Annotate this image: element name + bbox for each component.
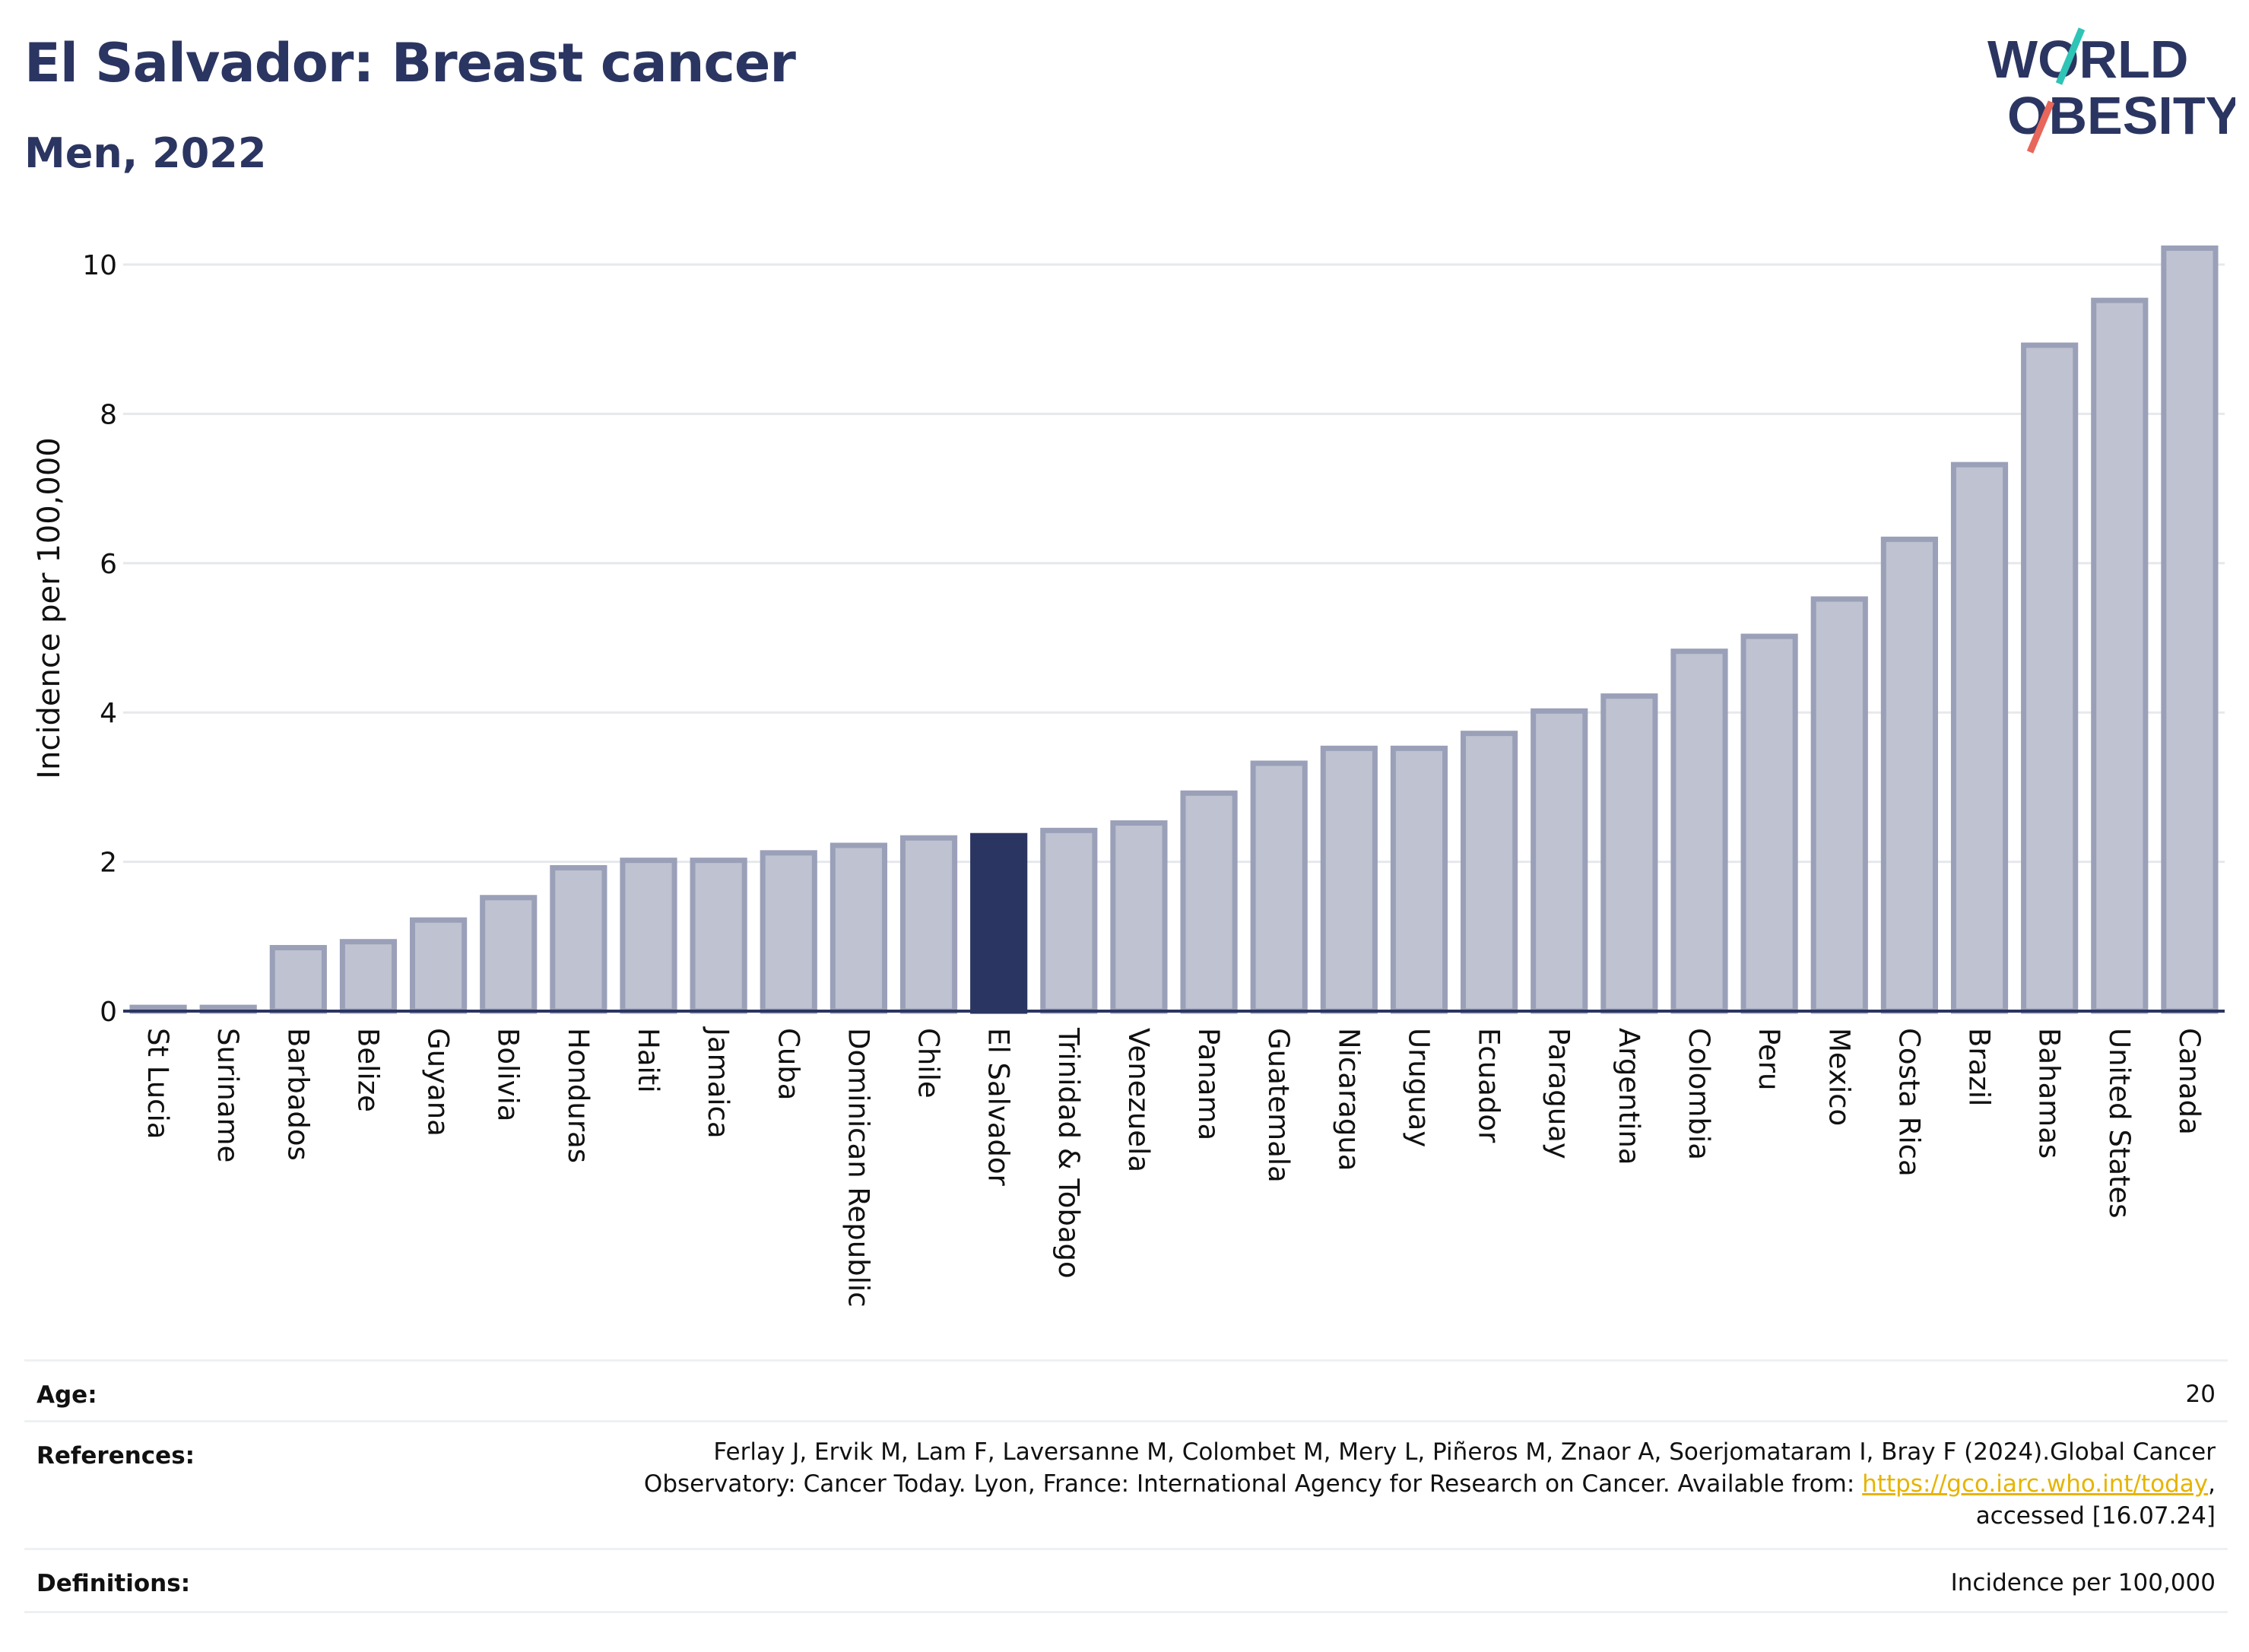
bars <box>129 245 2219 1014</box>
bar-mexico <box>1810 596 1868 1014</box>
x-tick-label: Bolivia <box>492 1028 525 1121</box>
bar-guatemala <box>1250 760 1308 1014</box>
x-tick-label: Barbados <box>281 1028 314 1161</box>
bar-brazil <box>1950 461 2009 1014</box>
x-tick-label: Mexico <box>1822 1028 1855 1126</box>
references-text: Ferlay J, Ervik M, Lam F, Laversanne M, … <box>644 1436 2216 1532</box>
x-tick-label: Brazil <box>1963 1028 1996 1106</box>
bar-el-salvador <box>970 832 1028 1014</box>
y-tick-label: 2 <box>100 848 117 879</box>
gridlines <box>123 263 2225 864</box>
bar-guyana <box>410 917 468 1014</box>
bar-honduras <box>550 864 607 1014</box>
references-line3: accessed [16.07.24] <box>1975 1502 2216 1530</box>
logo-line1: WORLD <box>1987 30 2188 89</box>
y-tick-label: 4 <box>100 698 117 729</box>
y-tick-label: 6 <box>100 549 117 580</box>
bar-chile <box>899 835 958 1014</box>
bar-belize <box>339 939 398 1014</box>
x-tick-label: Guyana <box>422 1028 455 1137</box>
x-tick-label: St Lucia <box>141 1028 174 1139</box>
bar-canada <box>2161 245 2219 1014</box>
age-row: Age: 20 <box>24 1359 2228 1422</box>
definitions-row: Definitions: Incidence per 100,000 <box>24 1548 2228 1613</box>
x-tick-label: Panama <box>1192 1028 1225 1140</box>
y-tick-labels: 0 2 4 6 8 10 <box>82 250 117 1028</box>
x-tick-label: El Salvador <box>982 1028 1015 1187</box>
bar-haiti <box>620 858 677 1014</box>
world-obesity-logo: WORLD OBESITY <box>1987 27 2235 154</box>
x-tick-label: Cuba <box>772 1028 804 1100</box>
definitions-value: Incidence per 100,000 <box>1950 1569 2216 1597</box>
references-line2: Observatory: Cancer Today. Lyon, France:… <box>644 1468 2216 1500</box>
y-tick-label: 8 <box>100 399 117 430</box>
x-tick-label: Paraguay <box>1543 1028 1575 1159</box>
references-link[interactable]: https://gco.iarc.who.int/today <box>1862 1470 2209 1498</box>
page-subtitle: Men, 2022 <box>24 129 267 177</box>
references-line2-end: , <box>2208 1470 2216 1498</box>
logo-slash-top <box>2055 27 2086 85</box>
bar-costa-rica <box>1880 536 1938 1014</box>
bar-jamaica <box>690 858 747 1014</box>
bar-venezuela <box>1110 820 1168 1014</box>
definitions-label: Definitions: <box>36 1570 191 1597</box>
x-tick-label: Trinidad & Tobago <box>1052 1027 1085 1279</box>
x-tick-label: Haiti <box>632 1028 665 1093</box>
bar-bahamas <box>2021 342 2079 1014</box>
references-line1: Ferlay J, Ervik M, Lam F, Laversanne M, … <box>713 1438 2216 1466</box>
x-tick-label: Suriname <box>211 1028 244 1162</box>
references-line2-text: Observatory: Cancer Today. Lyon, France:… <box>643 1470 1863 1498</box>
x-tick-label: Costa Rica <box>1892 1028 1925 1177</box>
x-tick-label: Belize <box>351 1028 384 1112</box>
x-tick-label: Canada <box>2173 1028 2206 1135</box>
page-title: El Salvador: Breast cancer <box>24 32 796 94</box>
bar-chart: 0 2 4 6 8 10 St Lucia Suriname Barbados Belize Gu… <box>32 245 2225 1308</box>
x-tick-label: Colombia <box>1683 1028 1715 1160</box>
bar-dominican-republic <box>829 842 887 1014</box>
x-tick-label: United States <box>2103 1028 2136 1219</box>
bar-peru <box>1740 633 1798 1014</box>
x-tick-label: Argentina <box>1613 1028 1645 1165</box>
y-tick-label: 0 <box>100 997 117 1028</box>
bar-uruguay <box>1390 745 1448 1014</box>
x-tick-labels: St Lucia Suriname Barbados Belize Guyana Boli… <box>141 1026 2206 1308</box>
references-row: References: Ferlay J, Ervik M, Lam F, La… <box>24 1420 2228 1550</box>
bar-barbados <box>269 945 327 1014</box>
age-label: Age: <box>36 1381 97 1409</box>
bar-ecuador <box>1461 731 1518 1014</box>
x-tick-label: Bahamas <box>2033 1028 2066 1159</box>
bar-panama <box>1180 790 1238 1014</box>
y-tick-label: 10 <box>82 250 117 281</box>
x-tick-label: Honduras <box>562 1028 595 1163</box>
x-tick-label: Nicaragua <box>1332 1028 1365 1171</box>
bar-colombia <box>1670 648 1728 1014</box>
bar-paraguay <box>1531 708 1588 1014</box>
bar-argentina <box>1600 693 1658 1014</box>
bar-cuba <box>760 850 817 1014</box>
bar-bolivia <box>480 895 538 1014</box>
bar-trinidad-tobago <box>1040 827 1098 1014</box>
x-tick-label: Peru <box>1753 1028 1785 1090</box>
references-label: References: <box>36 1442 195 1470</box>
x-tick-label: Dominican Republic <box>842 1028 874 1308</box>
logo-slash-bottom <box>2026 100 2055 154</box>
x-tick-label: Guatemala <box>1262 1028 1295 1183</box>
bar-united-states <box>2091 297 2149 1014</box>
age-value: 20 <box>2185 1381 2216 1408</box>
x-tick-label: Jamaica <box>702 1026 734 1139</box>
bar-nicaragua <box>1320 745 1378 1014</box>
x-tick-label: Venezuela <box>1122 1028 1155 1172</box>
x-tick-label: Ecuador <box>1473 1028 1505 1143</box>
x-tick-label: Chile <box>912 1028 945 1099</box>
x-tick-label: Uruguay <box>1402 1028 1435 1147</box>
y-axis-label: Incidence per 100,000 <box>32 437 67 779</box>
